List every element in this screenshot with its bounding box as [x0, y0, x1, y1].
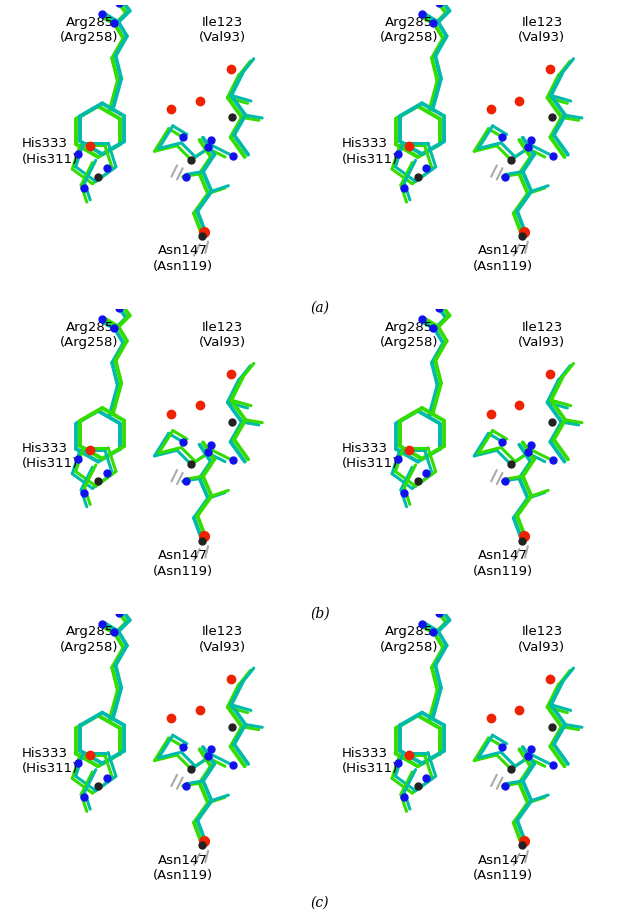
Text: (Asn119): (Asn119) [152, 564, 212, 577]
Text: (His311): (His311) [342, 762, 398, 775]
Text: Ile123: Ile123 [522, 625, 563, 638]
Text: (Val93): (Val93) [518, 336, 566, 349]
Text: Ile123: Ile123 [522, 321, 563, 334]
Text: (Asn119): (Asn119) [472, 260, 532, 273]
Text: Ile123: Ile123 [522, 16, 563, 28]
Text: Asn147: Asn147 [477, 549, 527, 562]
Text: (His311): (His311) [22, 762, 78, 775]
Text: His333: His333 [342, 746, 388, 759]
Text: Ile123: Ile123 [202, 16, 243, 28]
Text: (Arg258): (Arg258) [60, 641, 119, 653]
Text: Ile123: Ile123 [202, 321, 243, 334]
Text: (Arg258): (Arg258) [380, 641, 438, 653]
Text: Asn147: Asn147 [157, 854, 207, 867]
Text: (c): (c) [311, 895, 329, 910]
Text: Arg285: Arg285 [65, 625, 114, 638]
Text: (Val93): (Val93) [198, 31, 246, 44]
Text: His333: His333 [22, 442, 68, 455]
Text: (His311): (His311) [22, 458, 78, 471]
Text: Asn147: Asn147 [157, 549, 207, 562]
Text: Arg285: Arg285 [65, 321, 114, 334]
Text: (Asn119): (Asn119) [472, 869, 532, 882]
Text: (Val93): (Val93) [198, 336, 246, 349]
Text: (Asn119): (Asn119) [152, 260, 212, 273]
Text: (Arg258): (Arg258) [60, 336, 119, 349]
Text: Asn147: Asn147 [477, 854, 527, 867]
Text: His333: His333 [22, 746, 68, 759]
Text: (His311): (His311) [22, 153, 78, 165]
Text: His333: His333 [342, 442, 388, 455]
Text: Asn147: Asn147 [157, 244, 207, 257]
Text: (Val93): (Val93) [198, 641, 246, 653]
Text: (Arg258): (Arg258) [60, 31, 119, 44]
Text: (b): (b) [310, 607, 330, 621]
Text: (Val93): (Val93) [518, 641, 566, 653]
Text: His333: His333 [22, 137, 68, 150]
Text: (Val93): (Val93) [518, 31, 566, 44]
Text: Arg285: Arg285 [385, 625, 433, 638]
Text: (Arg258): (Arg258) [380, 31, 438, 44]
Text: (Arg258): (Arg258) [380, 336, 438, 349]
Text: His333: His333 [342, 137, 388, 150]
Text: (a): (a) [310, 301, 330, 315]
Text: Ile123: Ile123 [202, 625, 243, 638]
Text: Asn147: Asn147 [477, 244, 527, 257]
Text: (Asn119): (Asn119) [152, 869, 212, 882]
Text: (His311): (His311) [342, 458, 398, 471]
Text: Arg285: Arg285 [385, 321, 433, 334]
Text: Arg285: Arg285 [385, 16, 433, 28]
Text: (Asn119): (Asn119) [472, 564, 532, 577]
Text: (His311): (His311) [342, 153, 398, 165]
Text: Arg285: Arg285 [65, 16, 114, 28]
